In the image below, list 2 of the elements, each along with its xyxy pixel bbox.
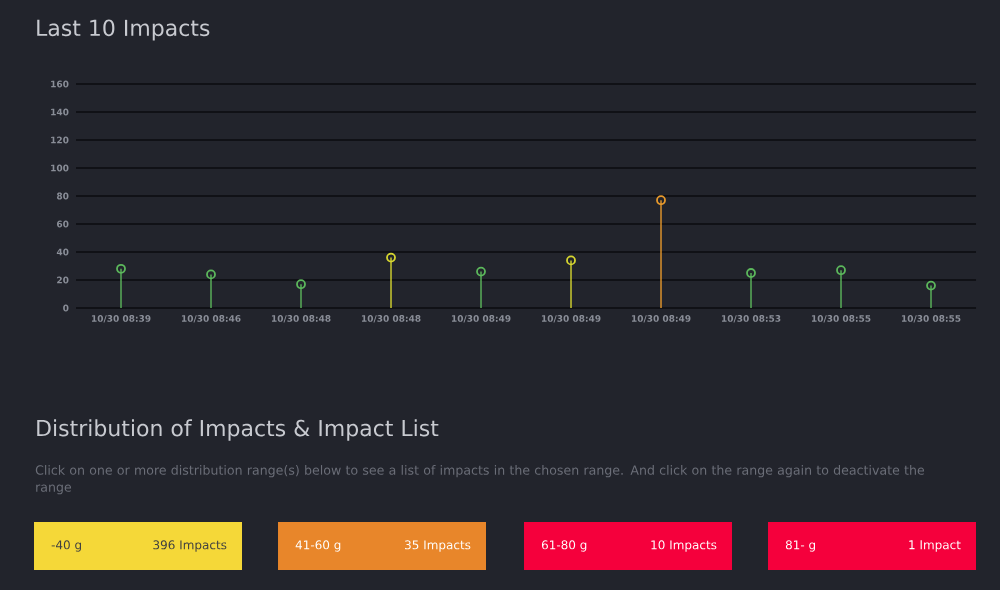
chart-title: Last 10 Impacts xyxy=(37,19,210,41)
text: Distribution of Impacts & Impact List xyxy=(37,419,439,441)
